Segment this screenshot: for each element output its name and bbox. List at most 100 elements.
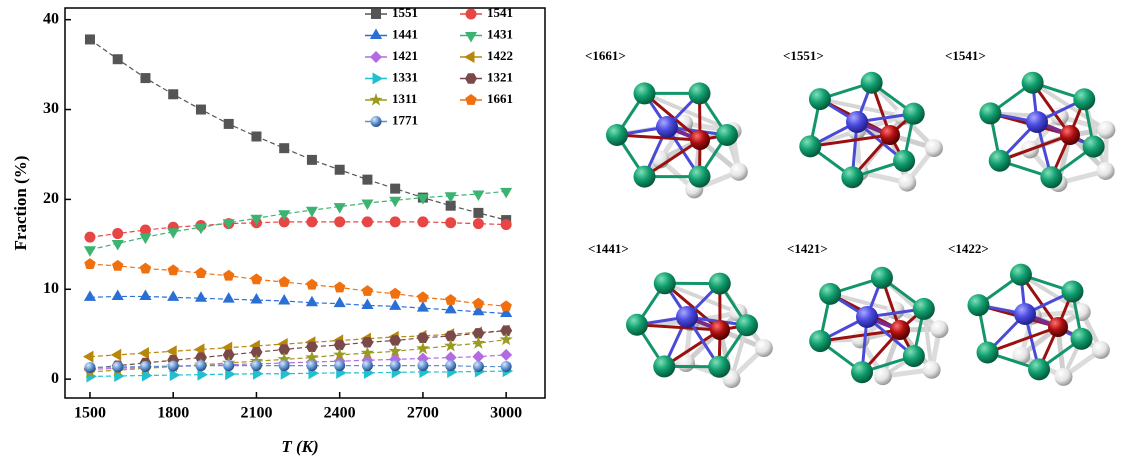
data-point [500,300,511,311]
atom-green [654,272,676,294]
structure-label: <1441> [588,241,629,256]
data-point [279,360,290,371]
data-point [251,273,262,284]
data-point [500,349,512,361]
data-point [84,362,95,373]
data-point [195,360,206,371]
legend-marker [464,51,475,63]
atom-green [626,314,648,336]
data-point [278,294,290,305]
series-line [90,222,506,237]
data-point [306,279,317,290]
data-point [140,263,151,274]
data-point [139,289,151,300]
legend-label: 1422 [487,48,513,63]
legend-label: 1421 [392,48,418,63]
data-point [416,342,429,355]
data-point [417,216,428,227]
data-point [112,361,123,372]
atom-gray [1092,341,1110,359]
data-point [85,34,95,44]
y-tick-label: 0 [51,370,59,387]
x-axis-title: T (K) [281,437,318,456]
data-point [389,288,400,299]
legend-marker [371,9,381,19]
data-point [84,258,95,269]
data-point [472,336,485,349]
data-point [389,299,401,310]
data-point [444,339,457,352]
data-point [445,217,456,228]
data-point [389,197,401,208]
legend-marker [370,51,382,63]
atom-gray [730,163,748,181]
data-point [113,54,123,64]
x-tick-label: 3000 [490,405,522,422]
data-point [306,360,317,371]
series-line [90,366,506,368]
x-tick-label: 2700 [407,405,439,422]
series-line [90,355,506,369]
legend-label: 1541 [487,5,513,20]
structure-label: <1422> [948,241,989,256]
atom-green [841,166,863,188]
data-point [335,165,345,175]
structure-label: <1541> [945,48,986,63]
atom-green [861,72,883,94]
data-point [223,360,234,371]
data-point [111,349,122,361]
y-axis-title: Fraction (%) [11,156,30,251]
legend-label: 1661 [487,91,513,106]
cluster [979,72,1115,192]
data-point [223,270,234,281]
data-point [306,207,318,218]
data-point [473,361,484,372]
data-point [334,216,345,227]
atom-green [1022,72,1044,94]
atom-red [690,130,710,150]
cluster [626,272,773,388]
data-point [334,203,346,214]
data-point [472,191,484,202]
data-point [196,105,206,115]
structure-label: <1551> [783,48,824,63]
cluster [967,264,1109,386]
data-point [390,216,401,227]
atom-green [709,273,731,295]
legend-label: 1551 [392,5,418,20]
data-point [417,301,429,312]
data-point [112,240,124,251]
structure-label: <1421> [787,241,828,256]
atom-green [871,267,893,289]
data-point [361,200,373,211]
data-point [499,333,512,346]
data-point [251,360,262,371]
atom-green [977,342,999,364]
legend-marker [465,94,476,105]
atom-gray [930,320,948,338]
atom-green [903,345,925,367]
legend-label: 1441 [392,26,418,41]
data-point [279,143,289,153]
data-point [417,360,428,371]
data-point [167,290,179,301]
data-point [306,296,318,307]
data-point [167,228,179,239]
cluster [809,267,948,385]
legend-marker [465,32,477,43]
atom-green [979,102,1001,124]
atom-gray [755,339,773,357]
atom-green [689,166,711,188]
atom-blue [856,306,878,328]
atom-green [819,283,841,305]
data-point [445,360,456,371]
cluster [799,72,943,192]
legend-marker [466,9,477,20]
series-line [90,264,506,306]
atom-gray [1097,121,1115,139]
atom-gray [898,174,916,192]
atom-blue [1014,303,1036,325]
y-tick-label: 30 [43,100,59,117]
atom-green [653,355,675,377]
figure: Fraction (%) T (K) 010203040150018002100… [0,0,1125,461]
